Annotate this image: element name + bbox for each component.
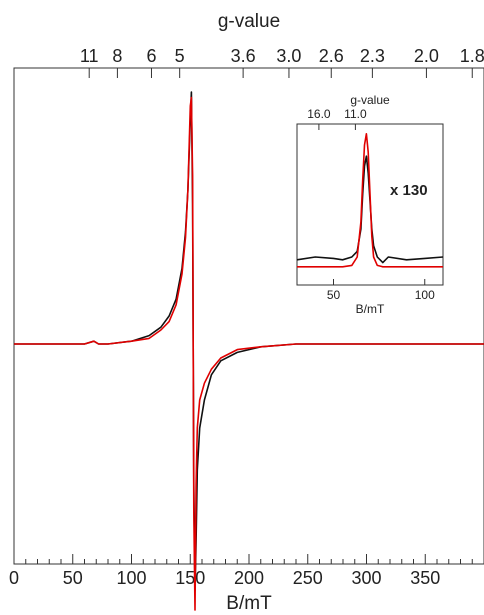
x-tick-label: 100 (116, 568, 146, 588)
x-tick-label: 150 (175, 568, 205, 588)
x-tick-label: 50 (63, 568, 83, 588)
x-tick-label: 200 (234, 568, 264, 588)
x-tick-label: 0 (9, 568, 19, 588)
g-value-tick-label: 2.0 (414, 46, 439, 66)
x-tick-label: 250 (293, 568, 323, 588)
x-tick-label: 300 (351, 568, 381, 588)
g-value-tick-label: 11.0 (344, 107, 367, 121)
g-value-tick-label: 6 (146, 46, 156, 66)
x-tick-label: 350 (410, 568, 440, 588)
top-axis-label: g-value (218, 11, 280, 32)
g-value-tick-label: 1.8 (460, 46, 484, 66)
g-value-tick-label: 3.0 (276, 46, 301, 66)
x-axis-label: B/mT (226, 593, 272, 614)
simulated-trace (14, 96, 484, 611)
g-value-tick-label: 3.6 (231, 46, 256, 66)
g-value-tick-label: 8 (112, 46, 122, 66)
g-value-tick-label: 2.6 (319, 46, 344, 66)
simulated-trace (297, 133, 443, 268)
inset-spectrum-panel: g-value B/mT x 130 16.0 11.0 50 100 (296, 93, 444, 316)
g-value-tick-label: 5 (175, 46, 185, 66)
inset-x-axis-label: B/mT (356, 302, 385, 316)
inset-scale-annotation: x 130 (390, 182, 428, 199)
x-tick-label: 100 (415, 288, 435, 302)
experimental-trace (296, 155, 444, 264)
inset-top-axis-label: g-value (350, 93, 390, 107)
g-value-tick-label: 16.0 (307, 107, 331, 121)
main-spectrum-panel: g-value B/mT 11 8 6 5 3.6 3.0 2.6 2.3 2.0 1.8 0 50… (9, 11, 484, 614)
g-value-tick-label: 2.3 (360, 46, 385, 66)
x-tick-label: 50 (327, 288, 341, 302)
g-value-tick-label: 11 (80, 46, 99, 66)
